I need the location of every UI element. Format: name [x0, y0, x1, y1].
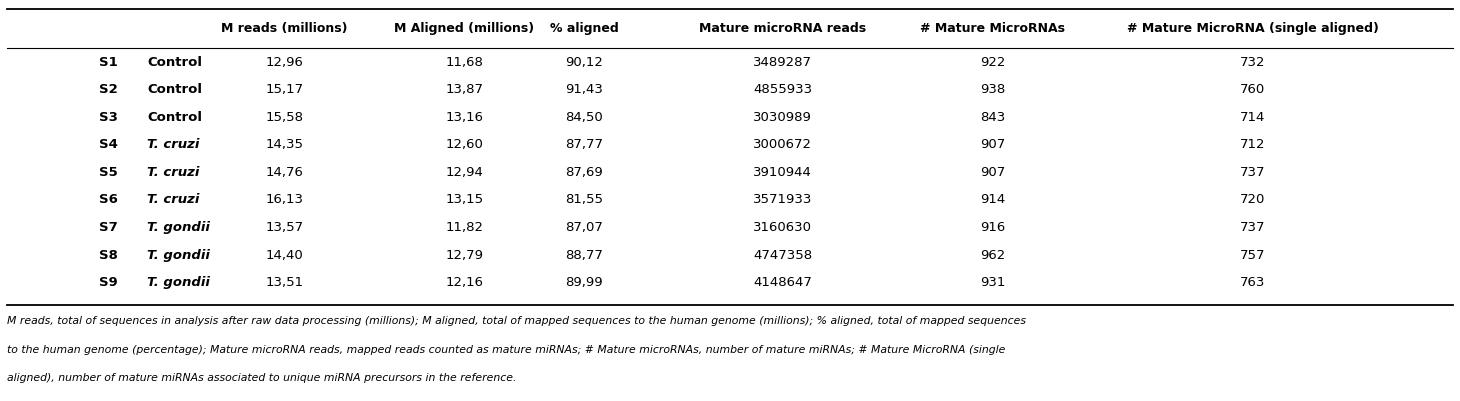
Text: Control: Control — [147, 56, 203, 69]
Text: S4: S4 — [99, 138, 123, 151]
Text: 3910944: 3910944 — [753, 166, 812, 178]
Text: aligned), number of mature miRNAs associated to unique miRNA precursors in the r: aligned), number of mature miRNAs associ… — [7, 373, 517, 383]
Text: 12,16: 12,16 — [445, 275, 483, 288]
Text: 11,68: 11,68 — [445, 56, 483, 69]
Text: T. gondii: T. gondii — [147, 221, 210, 233]
Text: S2: S2 — [99, 83, 123, 96]
Text: to the human genome (percentage); Mature microRNA reads, mapped reads counted as: to the human genome (percentage); Mature… — [7, 344, 1006, 354]
Text: 843: 843 — [980, 111, 1006, 124]
Text: 732: 732 — [1240, 56, 1266, 69]
Text: 87,77: 87,77 — [565, 138, 603, 151]
Text: 13,87: 13,87 — [445, 83, 483, 96]
Text: 14,40: 14,40 — [266, 248, 304, 261]
Text: 763: 763 — [1240, 275, 1266, 288]
Text: S7: S7 — [99, 221, 123, 233]
Text: M reads, total of sequences in analysis after raw data processing (millions); M : M reads, total of sequences in analysis … — [7, 315, 1026, 325]
Text: 13,16: 13,16 — [445, 111, 483, 124]
Text: T. cruzi: T. cruzi — [147, 193, 200, 206]
Text: 15,58: 15,58 — [266, 111, 304, 124]
Text: S3: S3 — [99, 111, 123, 124]
Text: 12,79: 12,79 — [445, 248, 483, 261]
Text: 11,82: 11,82 — [445, 221, 483, 233]
Text: M Aligned (millions): M Aligned (millions) — [394, 22, 534, 34]
Text: 87,69: 87,69 — [565, 166, 603, 178]
Text: 922: 922 — [980, 56, 1006, 69]
Text: 14,76: 14,76 — [266, 166, 304, 178]
Text: M reads (millions): M reads (millions) — [222, 22, 347, 34]
Text: 760: 760 — [1240, 83, 1266, 96]
Text: T. cruzi: T. cruzi — [147, 166, 200, 178]
Text: 12,94: 12,94 — [445, 166, 483, 178]
Text: 13,15: 13,15 — [445, 193, 483, 206]
Text: 907: 907 — [980, 166, 1006, 178]
Text: 916: 916 — [980, 221, 1006, 233]
Text: S5: S5 — [99, 166, 123, 178]
Text: 720: 720 — [1240, 193, 1266, 206]
Text: 13,57: 13,57 — [266, 221, 304, 233]
Text: S1: S1 — [99, 56, 123, 69]
Text: 14,35: 14,35 — [266, 138, 304, 151]
Text: 714: 714 — [1240, 111, 1266, 124]
Text: 931: 931 — [980, 275, 1006, 288]
Text: 914: 914 — [980, 193, 1006, 206]
Text: 87,07: 87,07 — [565, 221, 603, 233]
Text: 4148647: 4148647 — [753, 275, 812, 288]
Text: 90,12: 90,12 — [565, 56, 603, 69]
Text: 15,17: 15,17 — [266, 83, 304, 96]
Text: 737: 737 — [1240, 166, 1266, 178]
Text: 4855933: 4855933 — [753, 83, 812, 96]
Text: 3030989: 3030989 — [753, 111, 812, 124]
Text: 84,50: 84,50 — [565, 111, 603, 124]
Text: 12,60: 12,60 — [445, 138, 483, 151]
Text: 88,77: 88,77 — [565, 248, 603, 261]
Text: T. gondii: T. gondii — [147, 275, 210, 288]
Text: 3489287: 3489287 — [753, 56, 812, 69]
Text: 3160630: 3160630 — [753, 221, 812, 233]
Text: 81,55: 81,55 — [565, 193, 603, 206]
Text: 91,43: 91,43 — [565, 83, 603, 96]
Text: # Mature MicroRNA (single aligned): # Mature MicroRNA (single aligned) — [1127, 22, 1378, 34]
Text: 712: 712 — [1240, 138, 1266, 151]
Text: T. gondii: T. gondii — [147, 248, 210, 261]
Text: 938: 938 — [980, 83, 1006, 96]
Text: T. cruzi: T. cruzi — [147, 138, 200, 151]
Text: Control: Control — [147, 111, 203, 124]
Text: S9: S9 — [99, 275, 123, 288]
Text: 3571933: 3571933 — [753, 193, 812, 206]
Text: 12,96: 12,96 — [266, 56, 304, 69]
Text: 3000672: 3000672 — [753, 138, 812, 151]
Text: S8: S8 — [99, 248, 123, 261]
Text: 757: 757 — [1240, 248, 1266, 261]
Text: Mature microRNA reads: Mature microRNA reads — [699, 22, 866, 34]
Text: Control: Control — [147, 83, 203, 96]
Text: 962: 962 — [980, 248, 1006, 261]
Text: 13,51: 13,51 — [266, 275, 304, 288]
Text: S6: S6 — [99, 193, 123, 206]
Text: # Mature MicroRNAs: # Mature MicroRNAs — [920, 22, 1066, 34]
Text: 907: 907 — [980, 138, 1006, 151]
Text: 4747358: 4747358 — [753, 248, 812, 261]
Text: 16,13: 16,13 — [266, 193, 304, 206]
Text: 89,99: 89,99 — [565, 275, 603, 288]
Text: % aligned: % aligned — [549, 22, 619, 34]
Text: 737: 737 — [1240, 221, 1266, 233]
